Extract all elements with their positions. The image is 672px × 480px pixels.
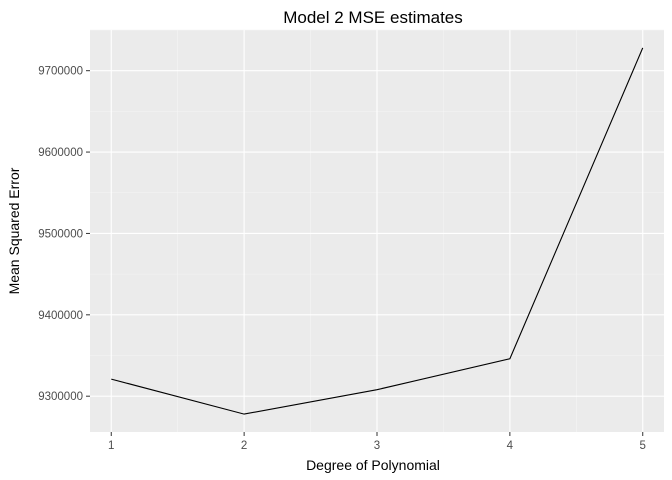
x-axis-ticks: 1 2 3 4 5 [108, 432, 646, 452]
y-axis-ticks: 9300000 9400000 9500000 9600000 9700000 [38, 66, 90, 403]
grid-lines [90, 29, 664, 432]
x-axis-title: Degree of Polynomial [306, 457, 440, 473]
y-tick-label: 9600000 [38, 147, 83, 159]
x-tick-label: 5 [640, 440, 646, 452]
y-tick-label: 9300000 [38, 391, 83, 403]
data-point-degree-4 [509, 358, 510, 359]
x-tick-label: 4 [507, 440, 514, 452]
x-tick-label: 1 [108, 440, 114, 452]
x-tick-label: 2 [241, 440, 247, 452]
y-tick-label: 9700000 [38, 66, 83, 78]
y-tick-label: 9400000 [38, 310, 83, 322]
data-point-degree-2 [244, 414, 245, 415]
mse-series-line [111, 47, 644, 415]
chart-title: Model 2 MSE estimates [283, 8, 463, 27]
y-tick-label: 9500000 [38, 228, 83, 240]
y-axis-title: Mean Squared Error [6, 167, 22, 294]
data-point-degree-3 [377, 389, 378, 390]
x-tick-label: 3 [374, 440, 380, 452]
data-point-degree-1 [111, 379, 112, 380]
data-point-degree-5 [642, 47, 643, 48]
